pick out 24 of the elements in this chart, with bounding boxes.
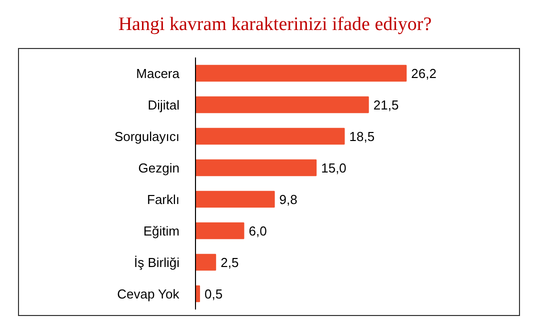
data-label: 6,0 (248, 223, 267, 238)
data-label: 0,5 (204, 286, 223, 302)
bar (196, 222, 244, 240)
y-tick-label: Gezgin (138, 160, 180, 176)
y-tick-label: İş Birliği (134, 254, 180, 270)
y-tick-label: Sorgulayıcı (114, 128, 180, 144)
bar (196, 254, 216, 271)
bar (196, 190, 275, 208)
data-label: 2,5 (220, 254, 239, 270)
bar (196, 64, 407, 82)
data-label: 26,2 (411, 66, 436, 81)
y-tick-label: Dijital (148, 97, 180, 112)
data-label: 9,8 (279, 192, 298, 207)
data-label: 18,5 (349, 128, 375, 144)
y-tick-label: Eğitim (143, 223, 180, 238)
bar (196, 159, 317, 176)
chart-title: Hangi kavram karakterinizi ifade ediyor? (118, 13, 432, 37)
y-tick-label: Farklı (147, 192, 180, 207)
data-label: 21,5 (373, 97, 399, 112)
y-tick-label: Cevap Yok (117, 286, 180, 302)
y-tick-label: Macera (136, 66, 180, 81)
data-label: 15,0 (321, 160, 346, 176)
bar (196, 128, 345, 145)
bar (196, 96, 369, 114)
